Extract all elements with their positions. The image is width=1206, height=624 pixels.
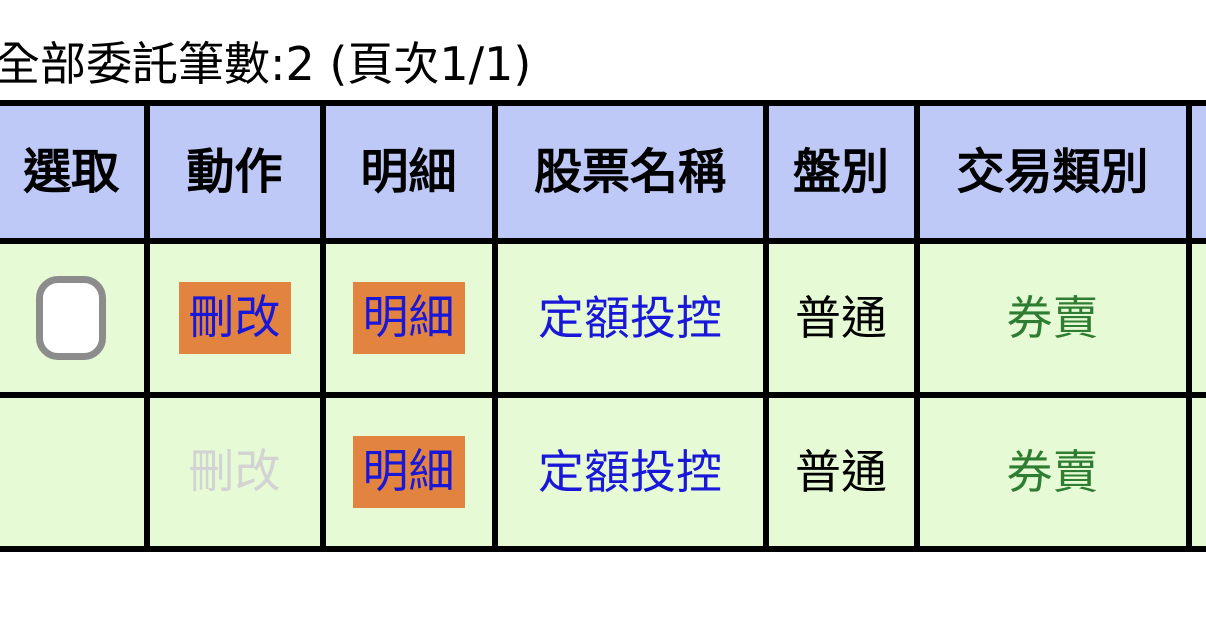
column-header-select[interactable]: 選取	[0, 103, 150, 244]
row-select-checkbox[interactable]	[36, 276, 107, 360]
order-detail-button[interactable]: 明細	[352, 436, 465, 508]
row-action-cell: 刪改	[146, 241, 326, 398]
column-header-stock-name[interactable]: 股票名稱	[494, 103, 769, 244]
row-stock-name[interactable]: 定額投控	[494, 395, 769, 552]
table-row: 刪改 明細 定額投控 普通 券賣 委	[0, 395, 1206, 552]
row-select-cell[interactable]	[0, 241, 150, 398]
table-row: 刪改 明細 定額投控 普通 券賣 委	[0, 241, 1206, 398]
row-market: 普通	[765, 395, 920, 552]
row-market: 普通	[765, 241, 920, 398]
order-detail-button[interactable]: 明細	[352, 282, 465, 354]
page-title: 全部委託筆數:2 (頁次1/1)	[0, 0, 1206, 87]
row-next-cell: 委	[1188, 241, 1206, 398]
row-detail-cell: 明細	[322, 395, 498, 552]
table-body: 刪改 明細 定額投控 普通 券賣 委 刪改 明細	[0, 241, 1206, 552]
modify-order-button-disabled: 刪改	[188, 444, 281, 498]
order-count-summary: 全部委託筆數:2 (頁次1/1)	[0, 37, 532, 91]
page-content: 全部委託筆數:2 (頁次1/1) 選取 動作 明細 股票名稱 盤別 交易類別	[0, 0, 1206, 552]
row-trade-type: 券賣	[916, 395, 1192, 552]
column-header-market[interactable]: 盤別	[765, 103, 920, 244]
row-stock-name[interactable]: 定額投控	[494, 241, 769, 398]
row-next-cell: 委	[1188, 395, 1206, 552]
order-table: 選取 動作 明細 股票名稱 盤別 交易類別 委 刪改	[0, 100, 1206, 552]
column-header-detail[interactable]: 明細	[322, 103, 498, 244]
column-header-trade-type[interactable]: 交易類別	[916, 103, 1192, 244]
column-header-next[interactable]: 委	[1188, 103, 1206, 244]
row-action-cell: 刪改	[146, 395, 326, 552]
table-header: 選取 動作 明細 股票名稱 盤別 交易類別 委	[0, 103, 1206, 244]
row-trade-type: 券賣	[916, 241, 1192, 398]
table-header-row: 選取 動作 明細 股票名稱 盤別 交易類別 委	[0, 103, 1206, 244]
column-header-action[interactable]: 動作	[146, 103, 326, 244]
row-detail-cell: 明細	[322, 241, 498, 398]
modify-order-button[interactable]: 刪改	[178, 282, 291, 354]
row-select-cell[interactable]	[0, 395, 150, 552]
